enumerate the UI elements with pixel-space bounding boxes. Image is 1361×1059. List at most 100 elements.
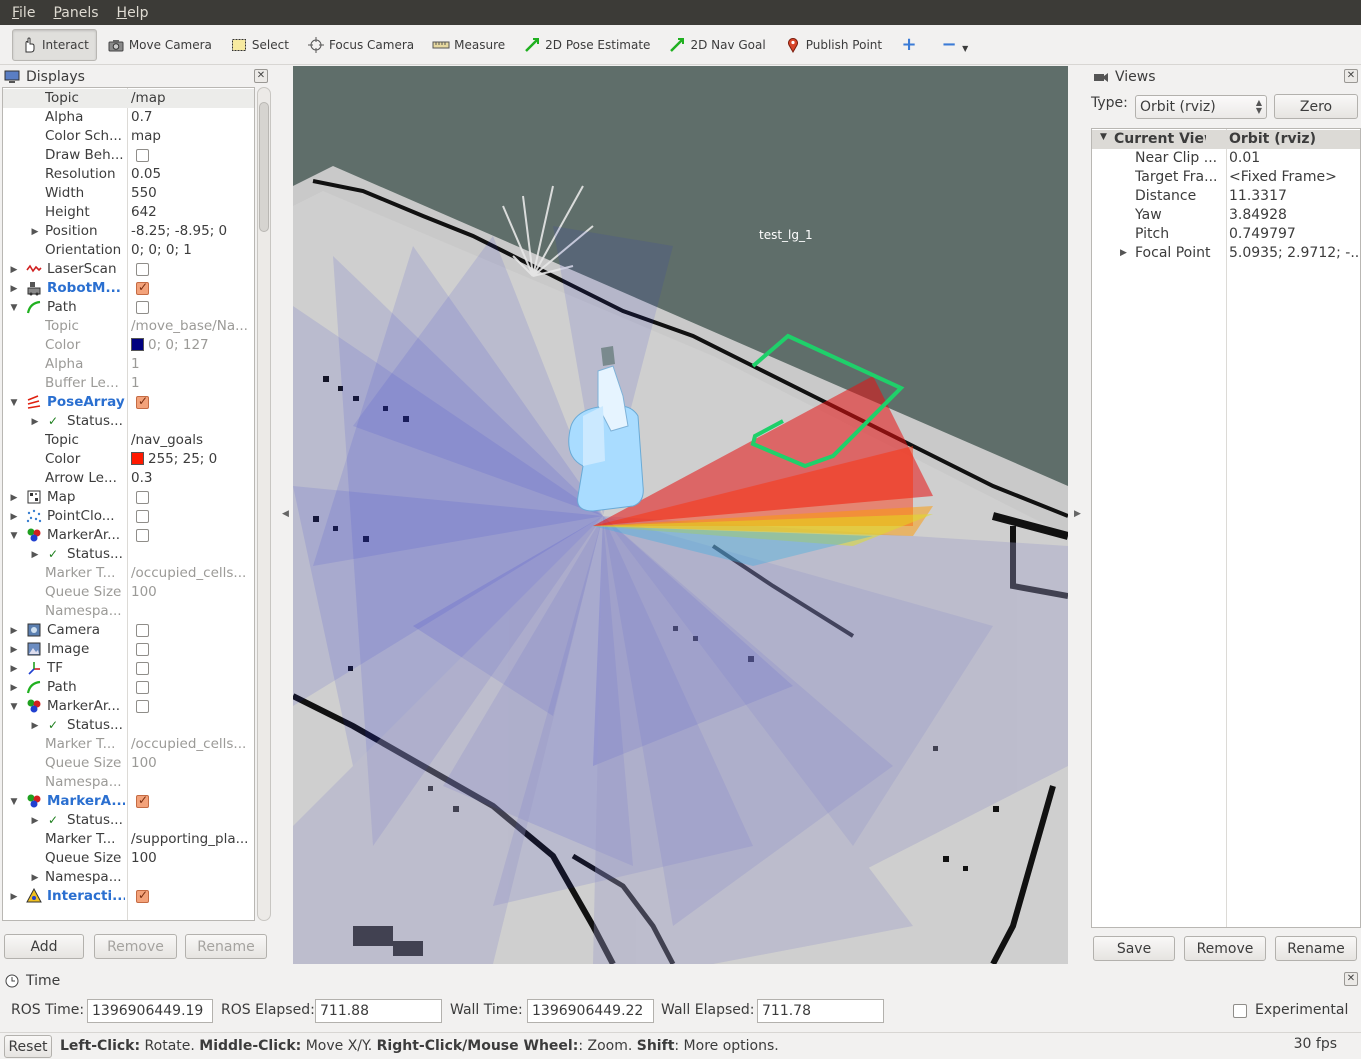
display-row[interactable]: Color 255; 25; 0 [3,450,254,469]
display-row[interactable]: ▶ ✓ Status... [3,412,254,431]
display-row[interactable]: Resolution 0.05 [3,165,254,184]
display-row[interactable]: Orientation 0; 0; 0; 1 [3,241,254,260]
display-row-value[interactable]: 642 [131,204,253,220]
display-row-value[interactable]: 1 [131,356,253,372]
menu-help[interactable]: Help [116,4,149,21]
add-tool-button[interactable]: + [892,29,930,61]
display-row[interactable]: ▶ RobotM... [3,279,254,298]
expand-right-icon[interactable]: ▶ [10,626,18,636]
display-enable-checkbox[interactable] [136,263,149,276]
views-tree[interactable]: ▼ Current View Orbit (rviz) Near Clip ..… [1091,128,1361,928]
reset-button[interactable]: Reset [4,1035,52,1058]
display-row[interactable]: Draw Beh... [3,146,254,165]
display-row[interactable]: Queue Size 100 [3,849,254,868]
select-tool[interactable]: Select [222,29,297,61]
display-row[interactable]: Queue Size 100 [3,754,254,773]
render-view[interactable]: test_lg_1 [293,66,1068,964]
display-row[interactable]: Color 0; 0; 127 [3,336,254,355]
display-row[interactable]: Queue Size 100 [3,583,254,602]
displays-tree[interactable]: Topic/map Alpha 0.7 Color Sch... map Draw Beh… [2,87,255,921]
display-row[interactable]: ▶ PointClo... [3,507,254,526]
expand-right-icon[interactable]: ▶ [31,721,39,731]
display-row[interactable]: ▶ LaserScan [3,260,254,279]
display-row[interactable]: ▶ Position -8.25; -8.95; 0 [3,222,254,241]
display-row[interactable]: ▶ Camera [3,621,254,640]
display-row[interactable]: Namespa... [3,773,254,792]
display-row[interactable]: ▶ Map [3,488,254,507]
display-enable-checkbox[interactable] [136,888,149,903]
display-row[interactable]: ▼ PoseArray [3,393,254,412]
display-row[interactable]: Marker T... /supporting_pla... [3,830,254,849]
display-row-value[interactable]: 0.3 [131,470,253,486]
display-row-value[interactable]: 1 [131,375,253,391]
collapse-right-icon[interactable]: ▶ [1074,509,1081,519]
pose-estimate-tool[interactable]: 2D Pose Estimate [515,29,658,61]
display-row[interactable]: Arrow Le... 0.3 [3,469,254,488]
wall-time-field[interactable]: 1396906449.22 [527,999,654,1023]
expand-right-icon[interactable]: ▶ [31,550,39,560]
view-property-row[interactable]: ▶ Focal Point 5.0935; 2.9712; -... [1092,244,1360,263]
measure-tool[interactable]: Measure [424,29,513,61]
display-enable-checkbox[interactable] [136,394,149,409]
display-enable-checkbox[interactable] [136,681,149,694]
displays-scrollbar[interactable] [257,87,271,921]
display-row[interactable]: ▶ Namespa... [3,868,254,887]
display-row[interactable]: Alpha 0.7 [3,108,254,127]
scrollbar-thumb[interactable] [259,102,269,232]
display-row-value[interactable]: 550 [131,185,253,201]
display-row[interactable]: Topic/nav_goals [3,431,254,450]
display-row[interactable]: ▶ ✓ Status... [3,716,254,735]
display-enable-checkbox[interactable] [136,529,149,542]
expand-down-icon[interactable]: ▼ [10,702,18,712]
display-enable-checkbox[interactable] [136,491,149,504]
expand-down-icon[interactable]: ▼ [10,797,18,807]
expand-right-icon[interactable]: ▶ [10,512,18,522]
expand-down-icon[interactable]: ▼ [10,398,18,408]
display-row[interactable]: ▶ ✓ Status... [3,811,254,830]
remove-tool-button[interactable]: − ▼ [932,29,976,61]
display-enable-checkbox[interactable] [136,301,149,314]
display-row-value[interactable]: 100 [131,850,253,866]
display-row[interactable]: ▼ MarkerA... [3,792,254,811]
display-row-value[interactable]: 100 [131,584,253,600]
display-row-value[interactable]: 0.7 [131,109,253,125]
menu-panels[interactable]: Panels [53,4,99,21]
expand-right-icon[interactable]: ▶ [31,816,39,826]
current-view-row[interactable]: ▼ Current View Orbit (rviz) [1092,130,1360,149]
display-row[interactable]: Topic/map [3,89,254,108]
move-camera-tool[interactable]: Move Camera [99,29,220,61]
zero-button[interactable]: Zero [1274,94,1358,119]
display-row[interactable]: Namespa... [3,602,254,621]
display-row-value[interactable]: 0; 0; 0; 1 [131,242,253,258]
display-row-value[interactable]: 255; 25; 0 [131,451,253,467]
expand-right-icon[interactable]: ▶ [10,664,18,674]
nav-goal-tool[interactable]: 2D Nav Goal [660,29,773,61]
view-property-row[interactable]: Yaw 3.84928 [1092,206,1360,225]
expand-right-icon[interactable]: ▶ [31,417,39,427]
view-type-select[interactable]: Orbit (rviz) ▲ ▼ [1135,95,1267,119]
display-row-value[interactable]: /nav_goals [131,432,253,448]
display-row[interactable]: Height 642 [3,203,254,222]
rename-view-button[interactable]: Rename [1275,936,1357,961]
expand-right-icon[interactable]: ▶ [31,873,39,883]
remove-view-button[interactable]: Remove [1184,936,1266,961]
display-row-value[interactable]: map [131,128,253,144]
expand-right-icon[interactable]: ▶ [10,892,18,902]
display-row[interactable]: ▼ MarkerAr... [3,697,254,716]
view-property-value[interactable]: 3.84928 [1229,207,1287,223]
close-icon[interactable]: ✕ [254,69,268,83]
rename-display-button[interactable]: Rename [185,934,267,959]
display-enable-checkbox[interactable] [136,280,149,295]
expand-right-icon[interactable]: ▶ [10,265,18,275]
expand-right-icon[interactable]: ▶ [10,284,18,294]
remove-display-button[interactable]: Remove [94,934,177,959]
expand-right-icon[interactable]: ▶ [10,645,18,655]
display-enable-checkbox[interactable] [136,643,149,656]
expand-down-icon[interactable]: ▼ [10,303,18,313]
display-row[interactable]: Alpha 1 [3,355,254,374]
display-row[interactable]: ▶ Image [3,640,254,659]
close-icon[interactable]: ✕ [1344,69,1358,83]
expand-right-icon[interactable]: ▶ [10,493,18,503]
color-swatch[interactable] [131,338,144,351]
view-property-row[interactable]: Near Clip ... 0.01 [1092,149,1360,168]
